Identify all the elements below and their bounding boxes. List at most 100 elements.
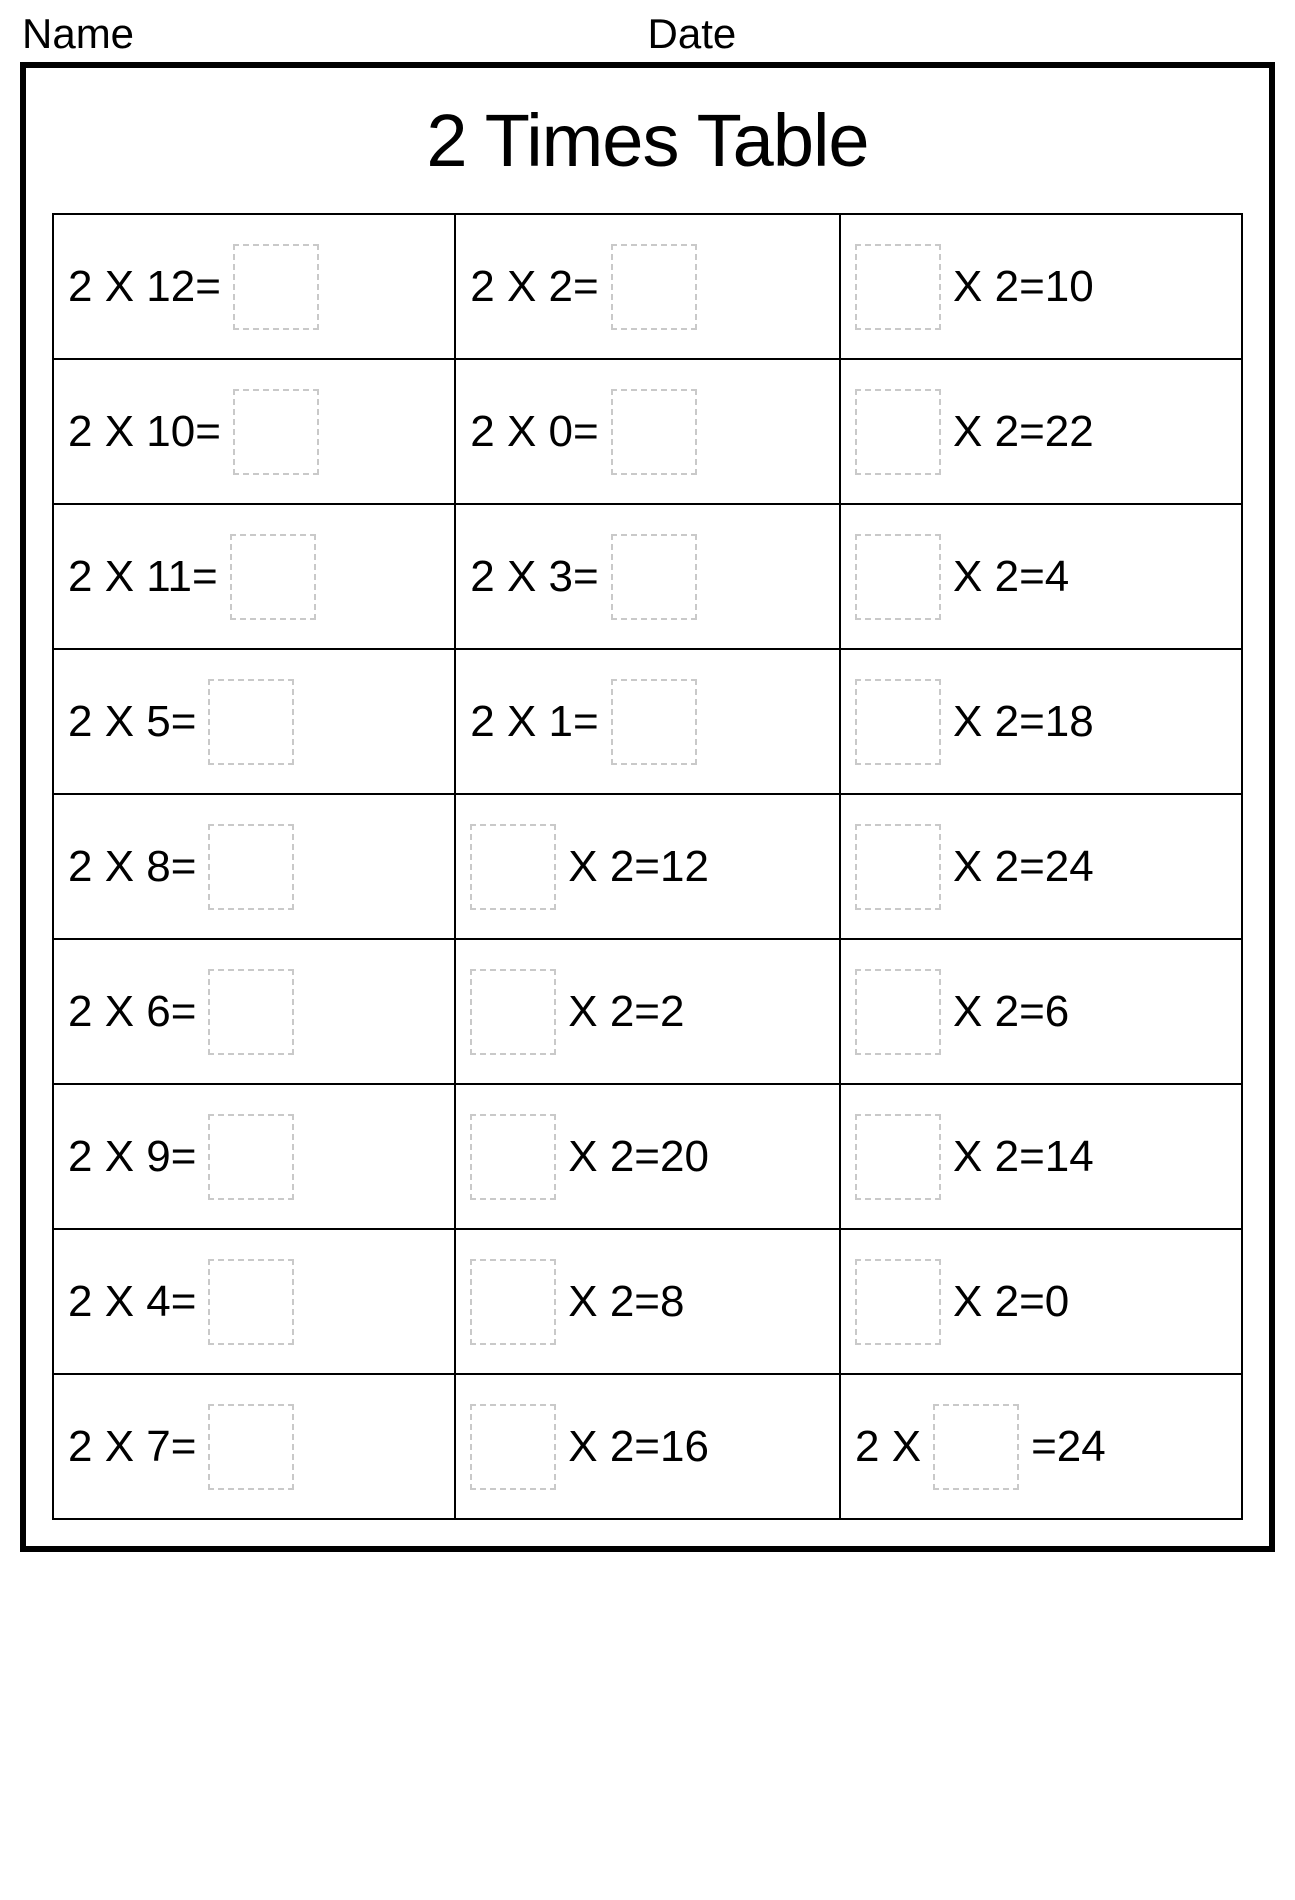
problem-content: X 2=22 (855, 389, 1227, 475)
problem-content: 2 X 7= (68, 1404, 440, 1490)
problem-text: 2 X 0= (470, 407, 598, 457)
problem-content: X 2=6 (855, 969, 1227, 1055)
answer-blank[interactable] (855, 534, 941, 620)
problem-text: 2 X 4= (68, 1277, 196, 1327)
worksheet-frame: 2 Times Table 2 X 12=2 X 2=X 2=102 X 10=… (20, 62, 1275, 1552)
problem-cell: 2 X 0= (455, 359, 840, 504)
answer-blank[interactable] (233, 389, 319, 475)
problem-content: X 2=14 (855, 1114, 1227, 1200)
problem-content: 2 X 1= (470, 679, 825, 765)
problem-cell: 2 X 6= (53, 939, 455, 1084)
table-row: 2 X 9= X 2=20X 2=14 (53, 1084, 1242, 1229)
answer-blank[interactable] (611, 679, 697, 765)
answer-blank[interactable] (470, 1404, 556, 1490)
answer-blank[interactable] (470, 824, 556, 910)
problem-cell: X 2=10 (840, 214, 1242, 359)
problem-text: 2 X 12= (68, 262, 221, 312)
problem-cell: 2 X 8= (53, 794, 455, 939)
table-row: 2 X 6= X 2=2 X 2=6 (53, 939, 1242, 1084)
problem-cell: 2 X 12= (53, 214, 455, 359)
answer-blank[interactable] (208, 969, 294, 1055)
problem-cell: X 2=0 (840, 1229, 1242, 1374)
problem-text: 2 X 6= (68, 987, 196, 1037)
problem-content: X 2=4 (855, 534, 1227, 620)
problem-cell: X 2=24 (840, 794, 1242, 939)
problem-cell: X 2=22 (840, 359, 1242, 504)
problem-content: X 2=2 (470, 969, 825, 1055)
answer-blank[interactable] (470, 1114, 556, 1200)
problem-text: X 2=2 (568, 987, 684, 1037)
problem-text: 2 X (855, 1422, 921, 1472)
answer-blank[interactable] (855, 824, 941, 910)
problem-text: X 2=0 (953, 1277, 1069, 1327)
answer-blank[interactable] (855, 679, 941, 765)
problem-text: X 2=6 (953, 987, 1069, 1037)
problem-text: X 2=16 (568, 1422, 709, 1472)
problem-cell: 2 X 4= (53, 1229, 455, 1374)
problem-text: X 2=24 (953, 842, 1094, 892)
problem-cell: 2 X 9= (53, 1084, 455, 1229)
problem-cell: 2 X 1= (455, 649, 840, 794)
problem-cell: X 2=18 (840, 649, 1242, 794)
answer-blank[interactable] (208, 824, 294, 910)
problem-content: X 2=16 (470, 1404, 825, 1490)
problem-content: X 2=10 (855, 244, 1227, 330)
problem-content: 2 X 11= (68, 534, 440, 620)
name-label: Name (22, 10, 648, 58)
problem-content: 2 X 8= (68, 824, 440, 910)
answer-blank[interactable] (208, 1259, 294, 1345)
worksheet-page: Name Date 2 Times Table 2 X 12=2 X 2=X 2… (0, 0, 1295, 1572)
date-label: Date (648, 10, 1274, 58)
problem-content: X 2=18 (855, 679, 1227, 765)
problem-cell: X 2=14 (840, 1084, 1242, 1229)
answer-blank[interactable] (611, 534, 697, 620)
problem-content: X 2=24 (855, 824, 1227, 910)
problem-content: 2 X 2= (470, 244, 825, 330)
answer-blank[interactable] (611, 244, 697, 330)
table-row: 2 X 4= X 2=8 X 2=0 (53, 1229, 1242, 1374)
problem-cell: 2 X 7= (53, 1374, 455, 1519)
answer-blank[interactable] (470, 1259, 556, 1345)
problem-cell: X 2=2 (455, 939, 840, 1084)
answer-blank[interactable] (855, 1114, 941, 1200)
problem-cell: 2 X=24 (840, 1374, 1242, 1519)
problem-cell: X 2=12 (455, 794, 840, 939)
problem-content: X 2=8 (470, 1259, 825, 1345)
problem-cell: X 2=16 (455, 1374, 840, 1519)
problem-text: 2 X 9= (68, 1132, 196, 1182)
problem-cell: X 2=8 (455, 1229, 840, 1374)
answer-blank[interactable] (233, 244, 319, 330)
table-row: 2 X 12= 2 X 2= X 2=10 (53, 214, 1242, 359)
answer-blank[interactable] (208, 679, 294, 765)
problem-text: 2 X 11= (68, 552, 218, 602)
problem-text: 2 X 8= (68, 842, 196, 892)
problem-content: 2 X 9= (68, 1114, 440, 1200)
answer-blank[interactable] (208, 1114, 294, 1200)
problem-text: 2 X 3= (470, 552, 598, 602)
problems-table: 2 X 12=2 X 2=X 2=102 X 10=2 X 0=X 2=222 … (52, 213, 1243, 1520)
problem-content: 2 X=24 (855, 1404, 1227, 1490)
problem-text: X 2=12 (568, 842, 709, 892)
answer-blank[interactable] (855, 969, 941, 1055)
answer-blank[interactable] (855, 1259, 941, 1345)
problem-text: 2 X 7= (68, 1422, 196, 1472)
problem-cell: X 2=20 (455, 1084, 840, 1229)
problem-content: 2 X 4= (68, 1259, 440, 1345)
problem-text: X 2=18 (953, 697, 1094, 747)
problem-content: 2 X 10= (68, 389, 440, 475)
answer-blank[interactable] (230, 534, 316, 620)
answer-blank[interactable] (933, 1404, 1019, 1490)
problem-text: 2 X 5= (68, 697, 196, 747)
problem-cell: 2 X 2= (455, 214, 840, 359)
table-row: 2 X 11= 2 X 3= X 2=4 (53, 504, 1242, 649)
problem-cell: 2 X 10= (53, 359, 455, 504)
answer-blank[interactable] (208, 1404, 294, 1490)
answer-blank[interactable] (855, 244, 941, 330)
answer-blank[interactable] (611, 389, 697, 475)
header-labels: Name Date (20, 10, 1275, 58)
problem-text: X 2=10 (953, 262, 1094, 312)
table-row: 2 X 10= 2 X 0= X 2=22 (53, 359, 1242, 504)
table-row: 2 X 7= X 2=16 2 X=24 (53, 1374, 1242, 1519)
answer-blank[interactable] (470, 969, 556, 1055)
answer-blank[interactable] (855, 389, 941, 475)
